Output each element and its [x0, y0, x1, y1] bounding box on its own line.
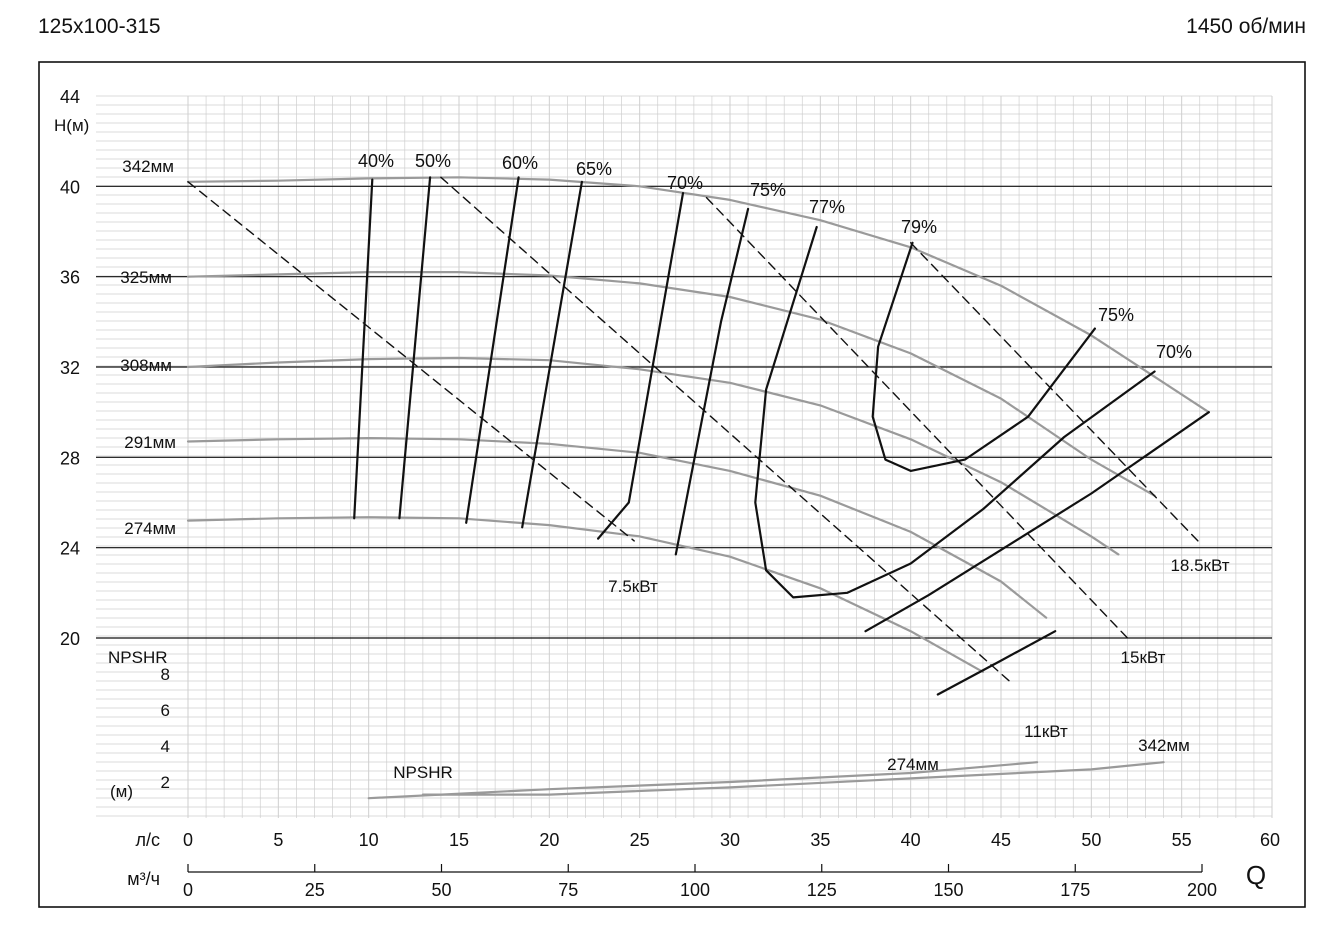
- power-line: [187, 181, 635, 542]
- efficiency-line: [936, 630, 1057, 696]
- m3h-tick-label: 100: [680, 880, 710, 900]
- head-curve-label: 308мм: [120, 356, 172, 375]
- head-curve: [186, 516, 985, 674]
- efficiency-line-label: 79%: [901, 217, 937, 237]
- head-tick-label: 36: [60, 268, 80, 288]
- m3h-tick-label: 125: [807, 880, 837, 900]
- head-curve: [186, 437, 1048, 619]
- npshr-curve-label: 274мм: [887, 755, 939, 774]
- ls-tick-label: 10: [359, 830, 379, 850]
- efficiency-line-label: 40%: [358, 151, 394, 171]
- ls-tick-label: 35: [810, 830, 830, 850]
- head-tick-label: 28: [60, 448, 80, 468]
- ls-tick-label: 45: [991, 830, 1011, 850]
- m3h-tick-label: 175: [1060, 880, 1090, 900]
- ls-tick-label: 30: [720, 830, 740, 850]
- power-line-label: 7.5кВт: [608, 577, 658, 596]
- efficiency-line: [754, 225, 1156, 599]
- npshr-axis-label: NPSHR: [108, 648, 168, 667]
- npshr-unit-label: (м): [110, 782, 133, 801]
- m3h-tick-label: 150: [933, 880, 963, 900]
- m3h-tick-label: 50: [431, 880, 451, 900]
- efficiency-line: [596, 192, 685, 540]
- ls-unit-label: л/с: [135, 830, 160, 850]
- head-curve: [186, 356, 1120, 556]
- head-curve-label: 325мм: [120, 268, 172, 287]
- npshr-curve: [367, 761, 1039, 800]
- head-curve: [186, 176, 1210, 414]
- efficiency-line: [465, 176, 520, 524]
- efficiency-line-label: 50%: [415, 151, 451, 171]
- npshr-tick-label: 2: [161, 773, 170, 792]
- npshr-tick-label: 8: [161, 665, 170, 684]
- ls-tick-label: 55: [1172, 830, 1192, 850]
- power-line-label: 15кВт: [1121, 648, 1166, 667]
- power-line: [440, 176, 1013, 684]
- efficiency-line: [871, 241, 1097, 472]
- head-tick-label: 24: [60, 539, 80, 559]
- head-tick-label: 20: [60, 629, 80, 649]
- pump-model-label: 125x100-315: [38, 15, 161, 38]
- efficiency-line-label: 75%: [1098, 305, 1134, 325]
- flow-symbol-label: Q: [1246, 860, 1266, 890]
- efficiency-line: [353, 178, 374, 520]
- ls-tick-label: 0: [183, 830, 193, 850]
- ls-tick-label: 15: [449, 830, 469, 850]
- power-line-label: 18.5кВт: [1170, 556, 1229, 575]
- chart-frame: [38, 61, 1306, 908]
- head-curve-label: 274мм: [124, 519, 176, 538]
- m3h-unit-label: м³/ч: [127, 869, 160, 889]
- ls-tick-label: 5: [273, 830, 283, 850]
- power-line: [705, 196, 1129, 639]
- head-curve-label: 342мм: [122, 157, 174, 176]
- m3h-tick-label: 75: [558, 880, 578, 900]
- efficiency-line: [521, 180, 584, 529]
- efficiency-line-label: 75%: [750, 180, 786, 200]
- head-axis-label: H(м): [54, 116, 89, 135]
- npshr-tick-label: 4: [161, 737, 170, 756]
- head-tick-label: 40: [60, 177, 80, 197]
- head-tick-label: 44: [60, 87, 80, 107]
- m3h-tick-label: 200: [1187, 880, 1217, 900]
- efficiency-line-label: 65%: [576, 159, 612, 179]
- efficiency-line: [864, 411, 1210, 633]
- head-curve-label: 291мм: [124, 433, 176, 452]
- power-line-label: 11кВт: [1024, 722, 1068, 741]
- ls-tick-label: 60: [1260, 830, 1280, 850]
- npshr-curve: [421, 761, 1165, 796]
- efficiency-line-label: 60%: [502, 153, 538, 173]
- npshr-curves-label: NPSHR: [393, 763, 453, 782]
- head-curve: [186, 271, 1156, 497]
- efficiency-line-label: 70%: [667, 173, 703, 193]
- efficiency-line-label: 70%: [1156, 342, 1192, 362]
- rotation-speed-label: 1450 об/мин: [1186, 15, 1306, 38]
- m3h-tick-label: 25: [305, 880, 325, 900]
- efficiency-line-label: 77%: [809, 197, 845, 217]
- ls-tick-label: 20: [539, 830, 559, 850]
- npshr-curve-label: 342мм: [1138, 736, 1190, 755]
- efficiency-line: [398, 176, 432, 520]
- power-line: [910, 242, 1199, 542]
- ls-tick-label: 50: [1081, 830, 1101, 850]
- ls-tick-label: 40: [901, 830, 921, 850]
- m3h-tick-label: 0: [183, 880, 193, 900]
- ls-tick-label: 25: [630, 830, 650, 850]
- npshr-tick-label: 6: [161, 701, 170, 720]
- head-tick-label: 32: [60, 358, 80, 378]
- efficiency-line: [674, 207, 750, 556]
